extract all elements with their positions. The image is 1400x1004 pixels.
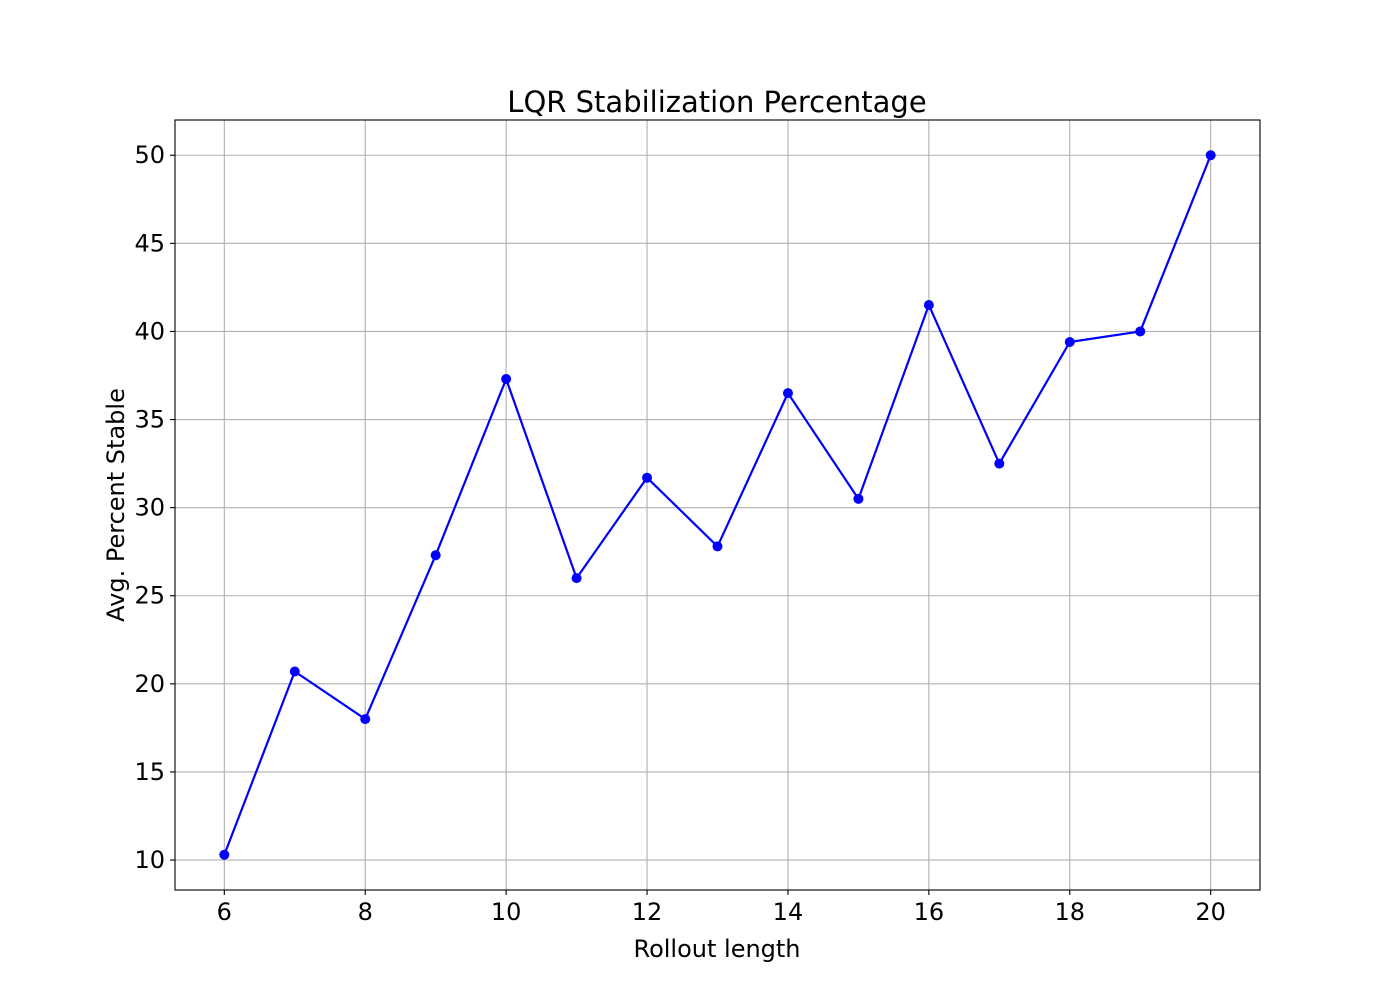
- data-point: [923, 300, 934, 311]
- data-point: [571, 573, 582, 584]
- y-tick-label: 40: [134, 317, 165, 345]
- series-line: [223, 154, 1212, 856]
- grid-layer: [175, 120, 1260, 890]
- x-tick-label: 8: [358, 898, 373, 926]
- x-tick-label: 18: [1054, 898, 1085, 926]
- data-point: [1135, 326, 1146, 337]
- x-tick-label: 10: [491, 898, 522, 926]
- y-tick-label: 25: [134, 582, 165, 610]
- y-tick-label: 30: [134, 494, 165, 522]
- data-point: [289, 666, 300, 677]
- data-point: [712, 541, 723, 552]
- data-point: [430, 550, 441, 561]
- x-axis-label: Rollout length: [633, 935, 800, 963]
- data-point: [994, 458, 1005, 469]
- y-tick-label: 50: [134, 141, 165, 169]
- data-point: [642, 472, 653, 483]
- y-tick-label: 15: [134, 758, 165, 786]
- chart-title: LQR Stabilization Percentage: [507, 85, 926, 119]
- x-tick-label: 14: [773, 898, 804, 926]
- y-tick-label: 45: [134, 229, 165, 257]
- y-tick-label: 20: [134, 670, 165, 698]
- y-tick-label: 10: [134, 846, 165, 874]
- series-layer: [219, 150, 1216, 860]
- data-point: [1205, 150, 1216, 161]
- x-tick-label: 6: [217, 898, 232, 926]
- y-tick-label: 35: [134, 406, 165, 434]
- x-tick-label: 12: [632, 898, 663, 926]
- tick-layer: 6 8 10 12 14 16 18 20 10 15 20 25 30 35 40 45 50: [134, 141, 1226, 926]
- y-axis-label: Avg. Percent Stable: [102, 388, 130, 622]
- data-point: [782, 388, 793, 399]
- data-point: [219, 849, 230, 860]
- data-point: [853, 493, 864, 504]
- x-tick-label: 16: [914, 898, 945, 926]
- x-tick-label: 20: [1195, 898, 1226, 926]
- data-point: [360, 714, 371, 725]
- axes-frame: [174, 119, 1261, 891]
- data-point: [1064, 337, 1075, 348]
- data-point: [501, 374, 512, 385]
